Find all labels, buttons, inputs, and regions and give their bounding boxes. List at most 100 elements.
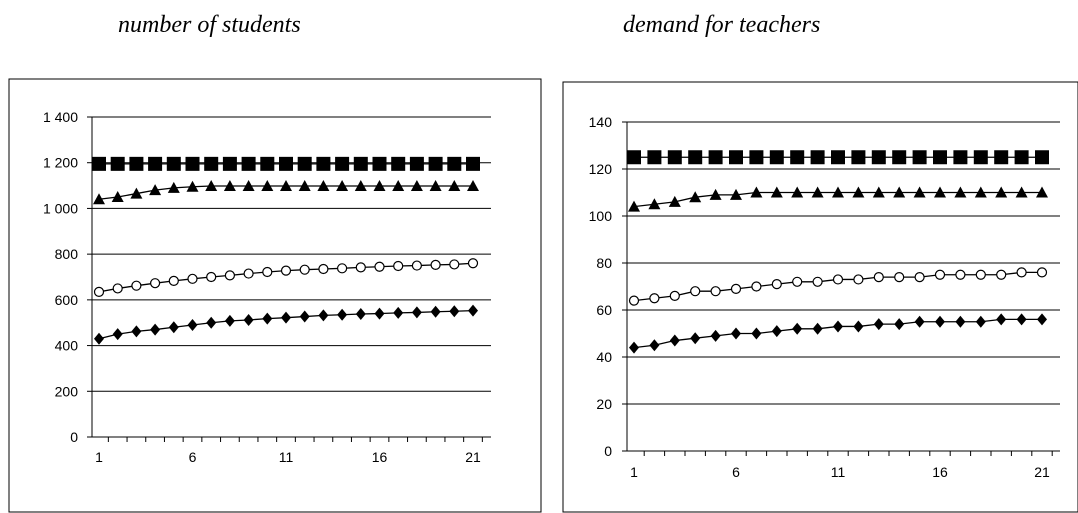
data-point-square — [769, 150, 784, 165]
data-point-square — [391, 156, 406, 171]
data-point-square — [466, 156, 480, 171]
data-point-open-circle — [934, 269, 946, 280]
data-point-diamond — [853, 320, 864, 333]
data-point-square — [185, 156, 200, 171]
data-point-open-circle — [751, 281, 762, 292]
data-point-diamond — [430, 305, 441, 318]
data-point-open-circle — [690, 286, 701, 297]
data-point-triangle — [223, 180, 236, 192]
y-tick-label: 800 — [55, 246, 79, 262]
data-point-diamond — [318, 309, 329, 322]
data-point-triangle — [298, 180, 311, 192]
data-point-diamond — [1037, 313, 1047, 326]
data-point-open-circle — [299, 264, 310, 275]
y-tick-label: 600 — [55, 292, 79, 308]
data-point-triangle — [167, 181, 180, 193]
data-point-triangle — [429, 180, 442, 192]
data-point-diamond — [955, 315, 966, 328]
data-point-triangle — [205, 180, 218, 192]
data-point-square — [831, 150, 845, 165]
data-point-open-circle — [93, 286, 105, 297]
data-point-square — [447, 156, 462, 171]
data-point-triangle — [995, 186, 1008, 198]
x-tick-label: 6 — [732, 464, 740, 480]
data-point-open-circle — [430, 259, 441, 270]
data-point-diamond — [710, 329, 721, 342]
y-tick-label: 1 400 — [43, 109, 78, 125]
data-point-diamond — [649, 339, 660, 352]
data-point-triangle — [1015, 186, 1028, 198]
data-point-open-circle — [411, 260, 422, 271]
x-tick-label: 1 — [630, 464, 638, 480]
data-point-triangle — [111, 191, 124, 202]
data-point-triangle — [852, 186, 865, 198]
data-point-open-circle — [280, 265, 292, 276]
data-point-square — [335, 156, 350, 171]
data-point-diamond — [771, 325, 782, 338]
data-point-square — [92, 156, 106, 171]
data-point-triangle — [668, 195, 681, 207]
data-point-square — [428, 156, 443, 171]
data-point-square — [973, 150, 988, 165]
chart-title-teachers: demand for teachers — [623, 12, 821, 38]
y-tick-label: 120 — [589, 161, 613, 177]
x-tick-label: 6 — [189, 449, 197, 465]
data-point-triangle — [770, 186, 783, 198]
data-point-diamond — [449, 305, 460, 318]
data-point-diamond — [150, 323, 161, 336]
data-point-triangle — [93, 193, 105, 205]
y-tick-label: 100 — [589, 208, 613, 224]
x-tick-label: 11 — [831, 464, 846, 480]
data-point-triangle — [373, 180, 386, 192]
data-point-square — [260, 156, 275, 171]
data-point-diamond — [168, 321, 179, 334]
data-point-open-circle — [1036, 267, 1048, 278]
data-point-square — [297, 156, 312, 171]
data-point-open-circle — [894, 272, 905, 283]
x-tick-label: 16 — [932, 464, 948, 480]
data-point-diamond — [337, 308, 348, 321]
data-point-square — [372, 156, 387, 171]
data-point-diamond — [355, 308, 366, 321]
y-tick-label: 140 — [589, 114, 613, 130]
x-tick-label: 21 — [465, 449, 481, 465]
data-point-open-circle — [224, 270, 235, 281]
data-point-open-circle — [374, 261, 385, 272]
data-point-triangle — [261, 180, 274, 192]
data-point-diamond — [187, 319, 198, 331]
data-point-diamond — [935, 315, 945, 328]
data-point-open-circle — [112, 283, 123, 294]
data-point-triangle — [811, 186, 824, 198]
data-point-square — [241, 156, 256, 171]
data-point-diamond — [299, 310, 310, 323]
data-point-open-circle — [975, 269, 986, 280]
y-tick-label: 20 — [596, 396, 612, 412]
x-tick-label: 1 — [95, 449, 103, 465]
data-point-triangle — [1036, 186, 1048, 198]
data-point-square — [110, 156, 125, 171]
data-point-triangle — [628, 200, 640, 212]
data-point-square — [790, 150, 805, 165]
x-tick-label: 11 — [279, 449, 294, 465]
data-point-diamond — [914, 315, 925, 328]
data-point-square — [708, 150, 723, 165]
data-point-square — [667, 150, 682, 165]
data-point-diamond — [281, 311, 291, 324]
data-point-triangle — [354, 180, 367, 192]
data-point-triangle — [709, 188, 722, 200]
data-point-square — [933, 150, 947, 165]
data-point-open-circle — [812, 276, 823, 287]
data-point-open-circle — [262, 266, 273, 278]
data-point-open-circle — [168, 275, 179, 286]
data-point-triangle — [317, 180, 330, 192]
data-point-square — [148, 156, 163, 171]
data-point-triangle — [893, 186, 906, 198]
data-point-open-circle — [853, 274, 864, 285]
data-point-open-circle — [243, 268, 254, 279]
data-point-open-circle — [730, 283, 742, 294]
data-point-square — [279, 156, 293, 171]
data-point-open-circle — [206, 271, 217, 283]
y-tick-label: 0 — [604, 443, 612, 459]
data-point-diamond — [812, 322, 823, 335]
data-point-triangle — [280, 180, 292, 192]
